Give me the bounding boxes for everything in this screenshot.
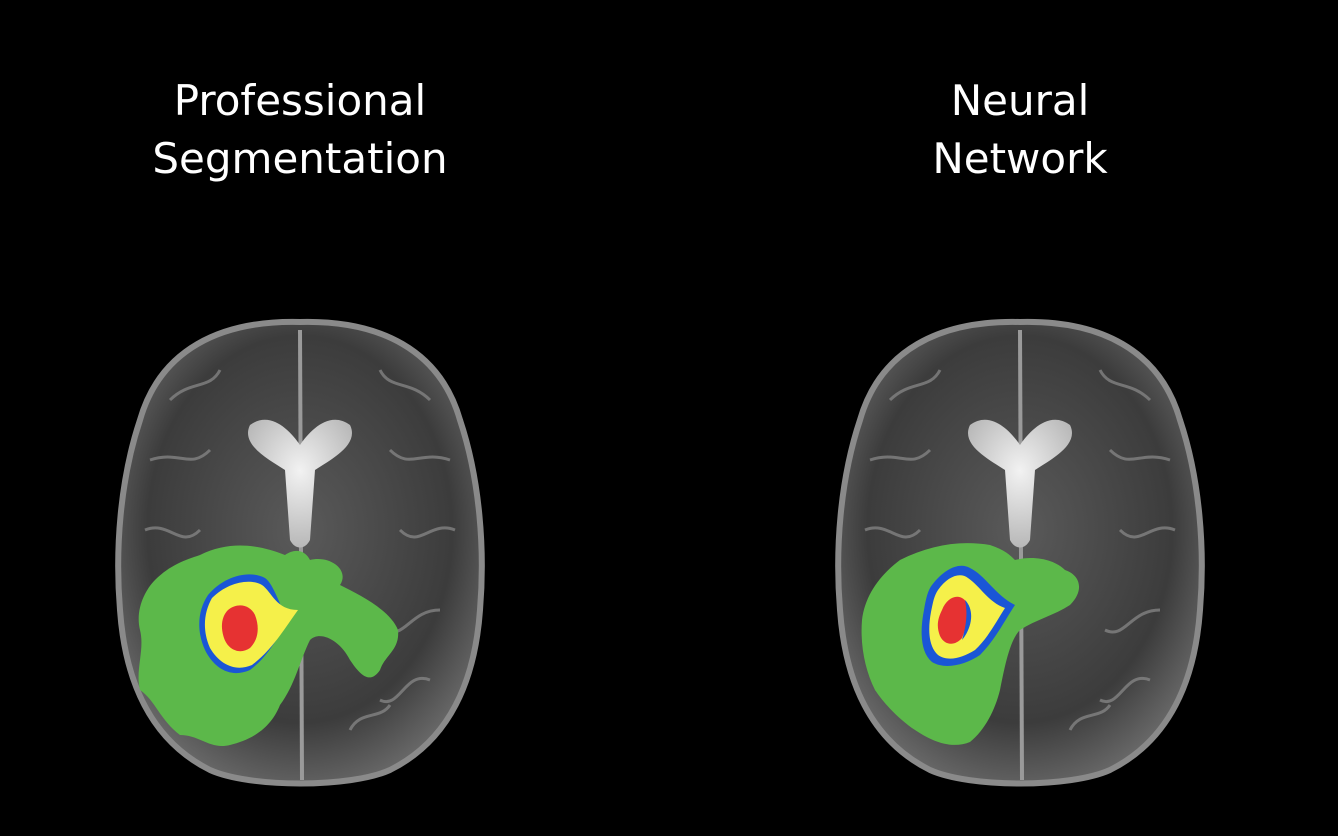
midline	[1018, 329, 1024, 781]
brain-mri-image	[835, 318, 1205, 787]
panel-neural-network: Neural Network	[720, 0, 1320, 836]
panel-professional: Professional Segmentation	[0, 0, 600, 836]
panel-title: Professional Segmentation	[0, 72, 600, 188]
title-line: Neural	[950, 76, 1090, 125]
title-line: Segmentation	[152, 134, 448, 183]
brain-mri-image	[115, 318, 485, 787]
necrotic-core-region	[221, 605, 258, 652]
non-enhancing-inner	[962, 600, 972, 640]
ventricles	[248, 419, 352, 548]
panel-title: Neural Network	[720, 72, 1320, 188]
gyri-texture	[864, 369, 1176, 731]
title-line: Professional	[173, 76, 427, 125]
title-line: Network	[932, 134, 1108, 183]
mri-scan-professional	[100, 310, 500, 790]
mri-scan-neural	[820, 310, 1220, 790]
ventricles	[968, 419, 1072, 548]
gyri-texture	[144, 369, 456, 731]
necrotic-core-region	[937, 596, 969, 644]
